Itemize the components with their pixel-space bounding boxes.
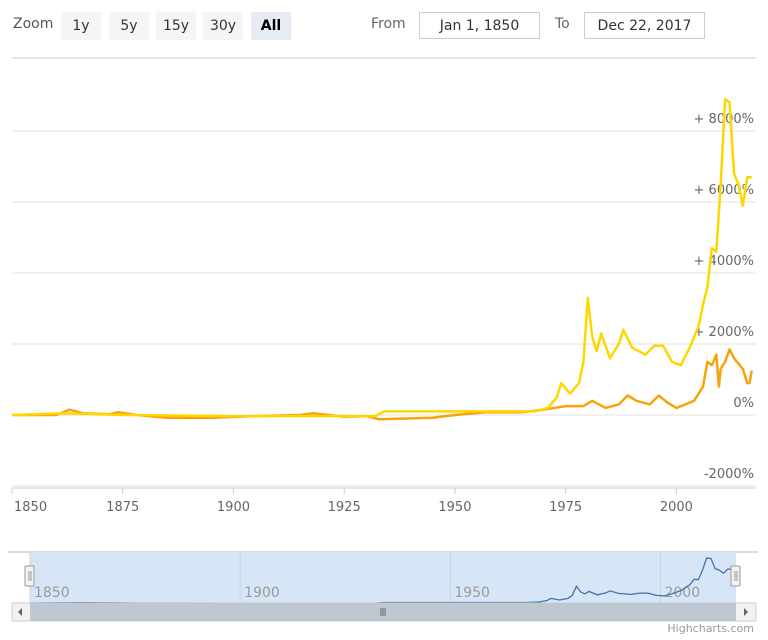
to-date-input[interactable]: Dec 22, 2017 [584,12,705,39]
zoom-label: Zoom [13,16,54,32]
from-date-input[interactable]: Jan 1, 1850 [419,12,540,39]
x-tick-label: 1850 [14,500,47,515]
zoom-1y-button[interactable]: 1y [61,12,101,40]
highcharts-credit[interactable]: Highcharts.com [667,622,754,635]
series-line-2[interactable] [12,348,753,421]
x-tick-label: 1875 [106,500,139,515]
navigator-mask[interactable] [30,552,736,603]
x-tick-label: 2000 [660,500,693,515]
x-tick-label: 1950 [438,500,471,515]
to-label: To [555,16,570,32]
navigator-series-line [29,557,732,604]
navigator-tick-label: 2000 [664,585,700,601]
scroll-right-arrow-icon[interactable] [744,608,748,616]
x-tick-label: 1900 [217,500,250,515]
x-tick-label: 1925 [328,500,361,515]
zoom-15y-button[interactable]: 15y [156,12,196,40]
navigator-tick-label: 1950 [454,585,490,601]
zoom-all-button[interactable]: All [251,12,291,40]
x-tick-label: 1975 [549,500,582,515]
y-tick-label: -2000% [704,467,754,482]
scroll-left-arrow-icon[interactable] [18,608,22,616]
y-tick-label: + 4000% [694,254,754,269]
zoom-30y-button[interactable]: 30y [203,12,243,40]
zoom-5y-button[interactable]: 5y [109,12,149,40]
y-tick-label: 0% [733,396,754,411]
navigator-tick-label: 1850 [34,585,70,601]
navigator-tick-label: 1900 [244,585,280,601]
y-tick-label: + 2000% [694,325,754,340]
from-label: From [371,16,406,32]
series-line-1[interactable] [11,97,752,418]
